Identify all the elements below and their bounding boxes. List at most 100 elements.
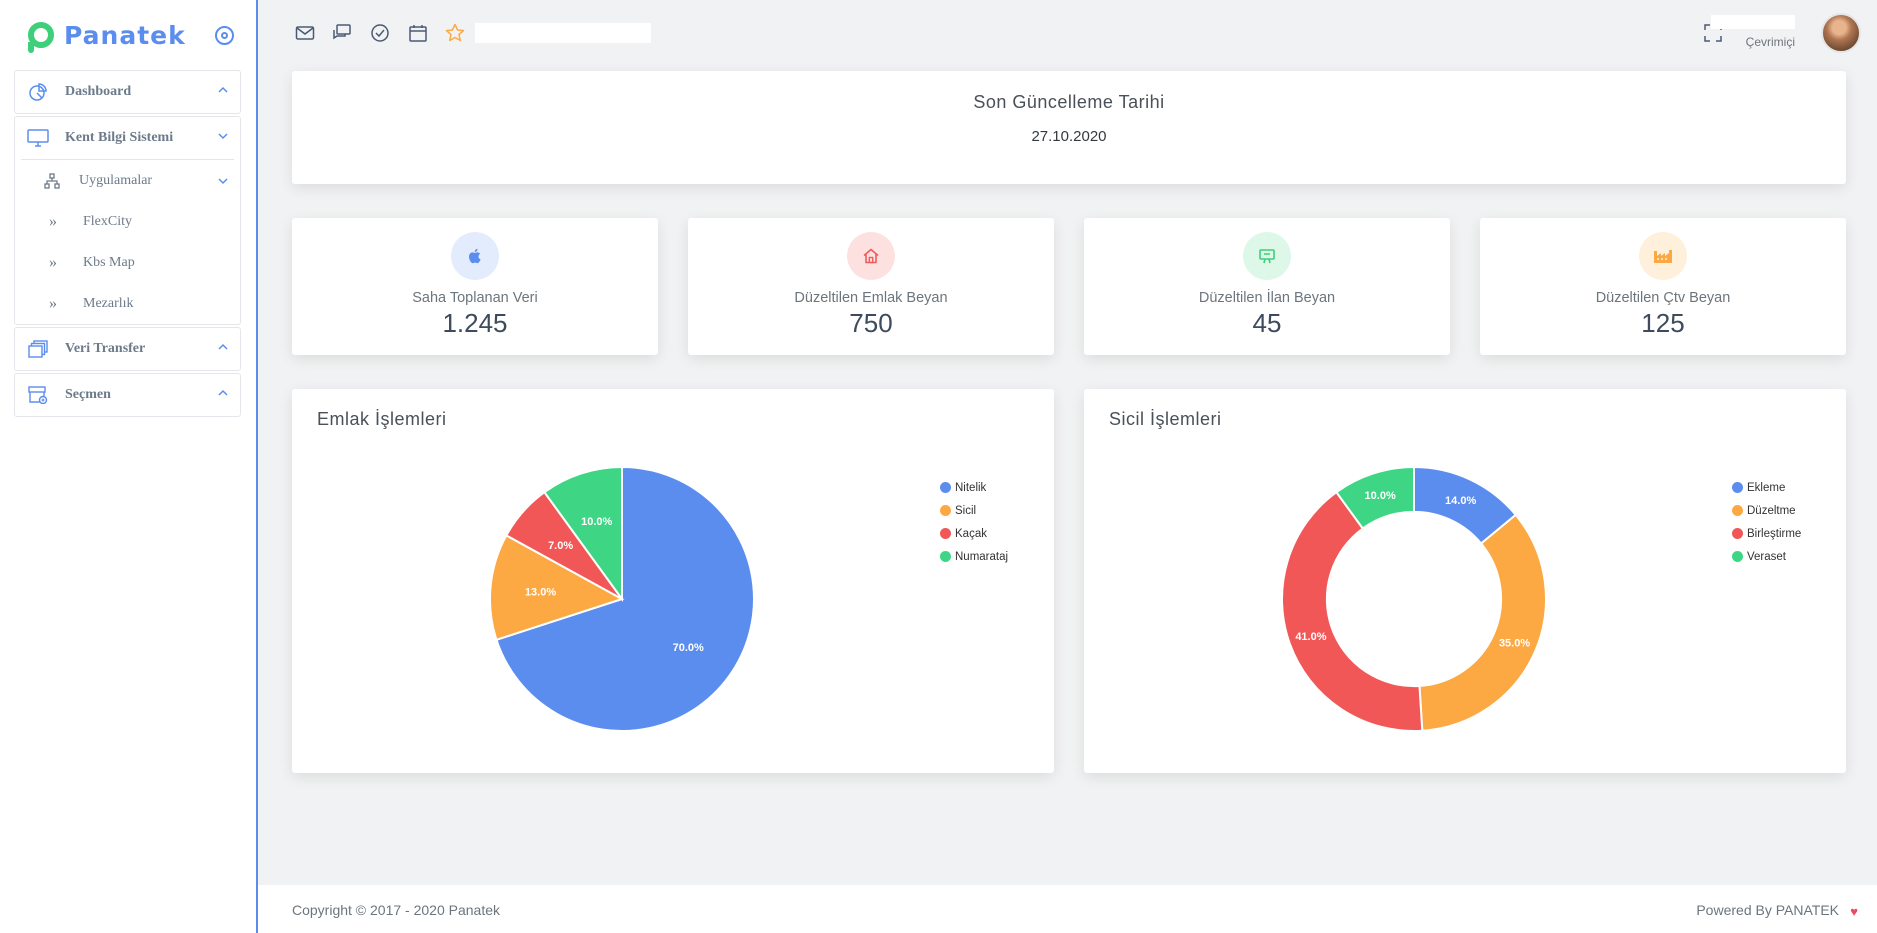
legend-label: Nitelik [955,481,987,494]
user-status: Çevrimiçi [1745,35,1795,49]
factory-icon [1639,232,1687,280]
mail-icon[interactable] [295,23,315,43]
sidebar-item-mezarlik[interactable]: » Mezarlık [15,283,240,324]
powered-by-text: Powered By PANATEK [1696,902,1839,918]
double-chevron-right-icon: » [49,253,57,271]
sidebar-item-label: Dashboard [65,84,132,99]
legend-item[interactable]: Nitelik [940,476,1008,499]
calendar-icon[interactable] [408,23,428,43]
legend-item[interactable]: Kaçak [940,522,1008,545]
sidebar-toggle-icon[interactable] [215,26,234,45]
logo[interactable]: Panatek [0,0,256,70]
chevron-up-icon [218,389,228,396]
legend-label: Kaçak [955,527,987,540]
update-card: Son Güncelleme Tarihi 27.10.2020 [292,71,1846,184]
legend-item[interactable]: Ekleme [1732,476,1801,499]
user-name [1711,15,1795,29]
sidebar-item-label: FlexCity [83,213,133,229]
monitor-icon [27,129,49,147]
stat-label: Düzeltilen Emlak Beyan [794,290,948,306]
menu-group-dashboard: Dashboard [14,70,241,114]
chart-card-sicil: Sicil İşlemleri 14.0% 35.0% 41.0% 10.0% Ekl… [1084,389,1846,773]
home-icon [847,232,895,280]
star-icon[interactable] [445,23,465,43]
legend-dot [940,528,951,539]
stat-label: Düzeltilen Çtv Beyan [1595,290,1731,306]
sidebar-item-label: Seçmen [65,387,111,402]
heart-icon: ♥ [1850,904,1858,919]
stat-card-saha: Saha Toplanan Veri 1.245 [292,218,658,355]
chart-title: Emlak İşlemleri [317,409,447,429]
slice-label: 7.0% [548,540,573,552]
legend-item[interactable]: Veraset [1732,545,1801,568]
slice-düzeltme[interactable] [1418,513,1547,732]
legend-dot [1732,551,1743,562]
avatar[interactable] [1821,13,1861,53]
legend-label: Ekleme [1747,481,1786,494]
update-date: 27.10.2020 [1031,128,1107,145]
sicil-donut-chart: 14.0% 35.0% 41.0% 10.0% [1281,465,1547,732]
slice-sicil[interactable] [489,534,625,642]
legend-dot [1732,528,1743,539]
legend-item[interactable]: Düzeltme [1732,499,1801,522]
sidebar-item-kent-bilgi-sistemi[interactable]: Kent Bilgi Sistemi [15,117,240,159]
stat-label: Saha Toplanan Veri [412,290,538,306]
sidebar-item-secmen[interactable]: Seçmen [15,374,240,416]
stat-value: 750 [849,308,893,338]
menu-group-kbs: Kent Bilgi Sistemi Uygulamalar » FlexCit… [14,116,241,325]
sidebar-item-flexcity[interactable]: » FlexCity [15,201,240,242]
sidebar-item-label: Kent Bilgi Sistemi [65,130,174,145]
sidebar-item-label: Uygulamalar [79,172,153,188]
sidebar-item-uygulamalar[interactable]: Uygulamalar [21,159,234,201]
search-input[interactable] [475,23,651,43]
legend-item[interactable]: Sicil [940,499,1008,522]
slice-label: 70.0% [673,642,704,654]
stat-value: 45 [1252,308,1282,338]
chart-card-emlak: Emlak İşlemleri 70.0% 13.0% 7.0% 10.0% Nite… [292,389,1054,773]
stat-card-emlak: Düzeltilen Emlak Beyan 750 [688,218,1054,355]
stat-card-ilan: Düzeltilen İlan Beyan 45 [1084,218,1450,355]
slice-label: 35.0% [1499,638,1530,650]
double-chevron-right-icon: » [49,294,57,312]
check-circle-icon[interactable] [370,23,390,43]
sidebar-item-dashboard[interactable]: Dashboard [15,71,240,113]
stat-value: 125 [1641,308,1685,338]
slice-veraset[interactable] [1335,465,1415,530]
slice-nitelik[interactable] [495,465,755,732]
chevron-down-icon [218,133,228,140]
double-chevron-right-icon: » [49,212,57,230]
slice-numarataj[interactable] [543,465,623,603]
legend-label: Numarataj [955,550,1009,563]
legend-label: Düzeltme [1747,504,1796,517]
legend-item[interactable]: Numarataj [940,545,1008,568]
legend-label: Birleştirme [1747,527,1802,540]
sidebar-item-kbs-map[interactable]: » Kbs Map [15,242,240,283]
slice-birleştirme[interactable] [1281,490,1424,732]
logo-mark-icon [28,22,54,53]
copyright-text: Copyright © 2017 - 2020 Panatek [292,902,501,918]
menu-group-secmen: Seçmen [14,373,241,417]
billboard-icon [1243,232,1291,280]
chevron-down-icon [218,178,228,185]
sidebar-item-veri-transfer[interactable]: Veri Transfer [15,328,240,370]
legend-item[interactable]: Birleştirme [1732,522,1801,545]
chevron-up-icon [218,343,228,350]
slice-label: 10.0% [581,516,612,528]
slice-label: 41.0% [1295,631,1326,643]
sidebar: Panatek Dashboard Kent Bilgi Sistemi Uyg… [0,0,258,933]
topbar: Çevrimiçi [258,0,1877,66]
layers-icon [27,340,49,358]
sidebar-item-label: Mezarlık [83,295,134,311]
sitemap-icon [43,172,61,189]
slice-label: 14.0% [1445,495,1476,507]
chat-icon[interactable] [332,23,352,43]
chart-legend: Nitelik Sicil Kaçak Numarataj [940,476,1008,568]
legend-dot [1732,482,1743,493]
archive-icon [27,386,49,404]
legend-dot [940,551,951,562]
slice-label: 10.0% [1365,490,1396,502]
stat-value: 1.245 [442,308,508,338]
stat-card-ctv: Düzeltilen Çtv Beyan 125 [1480,218,1846,355]
brand-name: Panatek [64,20,186,50]
slice-label: 13.0% [525,586,556,598]
